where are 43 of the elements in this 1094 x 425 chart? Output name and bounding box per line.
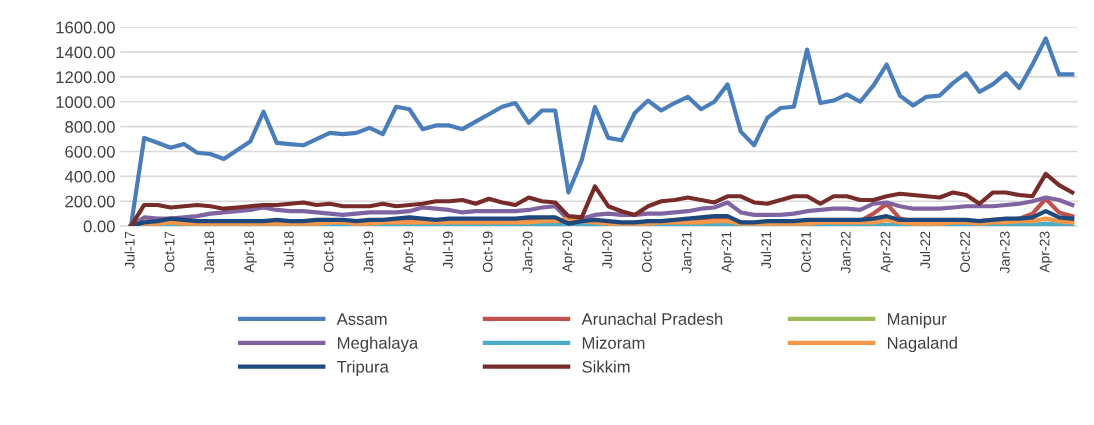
legend-label: Manipur	[887, 312, 947, 329]
x-tick-label: Oct-19	[482, 231, 493, 272]
legend-label: Arunachal Pradesh	[581, 312, 723, 325]
y-tick-label: 1600.00	[56, 21, 115, 34]
legend-label: Assam	[336, 313, 387, 325]
x-tick-label: Jul-21	[760, 231, 772, 269]
legend-label: Tripura	[337, 360, 389, 376]
x-tick-label: Oct-22	[960, 231, 970, 272]
y-tick-label: 1400.00	[56, 46, 115, 59]
y-tick-label: 1000.00	[56, 96, 115, 108]
x-tick-label: Apr-23	[1039, 231, 1053, 273]
y-tick-label: 1200.00	[56, 71, 115, 84]
x-tick-label: Jul-22	[919, 231, 931, 269]
x-tick-label: Jul-20	[601, 231, 612, 269]
y-tick-label: 0.00	[83, 220, 115, 233]
x-tick-label: Jul-18	[283, 231, 294, 269]
legend-label: Mizoram	[582, 336, 645, 349]
x-tick-label: Jul-19	[442, 231, 453, 269]
x-tick-label: Oct-17	[164, 231, 175, 272]
x-tick-label: Apr-18	[244, 231, 257, 273]
x-tick-label: Apr-20	[562, 231, 575, 273]
line-series	[128, 36, 1075, 227]
x-tick-label: Jan-20	[522, 231, 533, 274]
legend-label: Meghalaya	[338, 336, 419, 353]
x-tick-label: Jan-23	[999, 231, 1010, 274]
y-tick-label: 400.00	[64, 170, 115, 183]
x-tick-label: Apr-21	[721, 231, 735, 273]
legend-label: Nagaland	[887, 336, 957, 353]
x-tick-label: Oct-21	[801, 231, 811, 272]
x-tick-label: Oct-18	[323, 231, 334, 272]
x-tick-label: Jan-21	[681, 231, 692, 274]
x-tick-label: Apr-19	[403, 231, 416, 273]
x-tick-label: Apr-22	[880, 231, 894, 273]
x-tick-label: Jul-17	[124, 231, 135, 269]
y-tick-label: 600.00	[65, 145, 115, 158]
y-tick-label: 800.00	[65, 121, 115, 133]
line-series	[128, 171, 1075, 227]
x-tick-label: Jan-19	[363, 231, 374, 274]
x-tick-label: Jan-22	[840, 231, 851, 274]
legend-label: Sikkim	[582, 360, 630, 373]
x-tick-label: Jan-18	[204, 231, 215, 274]
y-tick-label: 200.00	[65, 195, 115, 208]
x-tick-label: Oct-20	[641, 231, 652, 272]
